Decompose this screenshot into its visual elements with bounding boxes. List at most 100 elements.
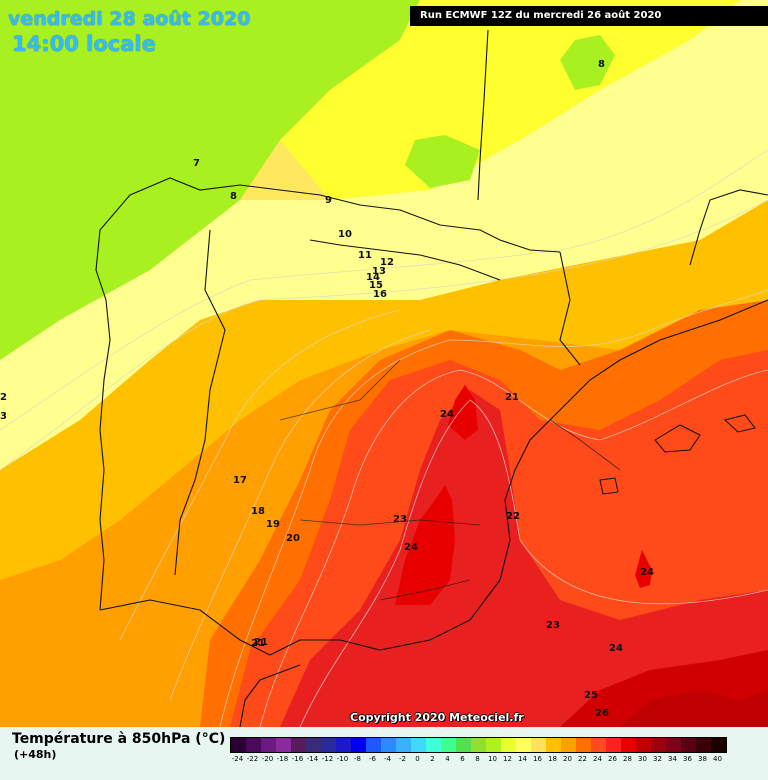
scale-label: -16	[291, 755, 304, 763]
isotherm-label: 12	[380, 257, 394, 268]
scale-label: 6	[460, 755, 465, 763]
scale-swatch	[621, 738, 636, 752]
scale-swatch	[681, 738, 696, 752]
scale-swatch	[426, 738, 441, 752]
isotherm-label: 18	[251, 506, 265, 517]
scale-label: 2	[430, 755, 435, 763]
isotherm-label: 2	[0, 392, 7, 403]
scale-label: -24	[231, 755, 244, 763]
scale-label: 8	[475, 755, 480, 763]
isotherm-label: 24	[440, 409, 454, 420]
scale-label: 0	[415, 755, 420, 763]
isotherm-label: 16	[373, 289, 387, 300]
scale-label: 12	[503, 755, 512, 763]
scale-label: 16	[533, 755, 542, 763]
scale-label: 36	[683, 755, 692, 763]
forecast-date: vendredi 28 août 2020	[8, 8, 251, 30]
scale-swatch	[561, 738, 576, 752]
scale-swatch	[696, 738, 711, 752]
isotherm-label: 13	[372, 266, 386, 277]
scale-label: -8	[354, 755, 361, 763]
scale-swatch	[501, 738, 516, 752]
scale-label: -14	[306, 755, 319, 763]
scale-label: -22	[246, 755, 259, 763]
scale-label: 4	[445, 755, 450, 763]
scale-label: -10	[336, 755, 349, 763]
scale-swatch	[606, 738, 621, 752]
scale-swatch	[261, 738, 276, 752]
scale-swatch	[666, 738, 681, 752]
isotherm-label: 21	[251, 638, 265, 649]
scale-label: 26	[608, 755, 617, 763]
scale-label: -18	[276, 755, 289, 763]
model-run-label: Run ECMWF 12Z du mercredi 26 août 2020	[410, 6, 768, 26]
scale-label: 32	[653, 755, 662, 763]
scale-swatch	[456, 738, 471, 752]
scale-swatch	[516, 738, 531, 752]
scale-label: 22	[578, 755, 587, 763]
scale-swatch	[486, 738, 501, 752]
scale-swatch	[576, 738, 591, 752]
legend-title: Température à 850hPa (°C)	[12, 731, 226, 747]
scale-swatch	[366, 738, 381, 752]
scale-swatch	[291, 738, 306, 752]
scale-swatch	[651, 738, 666, 752]
scale-swatch	[336, 738, 351, 752]
scale-swatch	[396, 738, 411, 752]
scale-label: 20	[563, 755, 572, 763]
isotherm-label: 24	[440, 409, 454, 420]
scale-label: 30	[638, 755, 647, 763]
isotherm-label: 11	[358, 250, 372, 261]
isotherm-label: 24	[609, 643, 623, 654]
isotherm-label: 23	[393, 514, 407, 525]
scale-swatch	[381, 738, 396, 752]
isotherm-label: 10	[338, 229, 352, 240]
scale-label: 34	[668, 755, 677, 763]
isotherm-label: 9	[325, 195, 332, 206]
scale-swatch	[636, 738, 651, 752]
forecast-lead: (+48h)	[14, 748, 57, 761]
isotherm-label: 25	[584, 690, 598, 701]
isotherm-label: 22	[506, 511, 520, 522]
scale-swatch	[546, 738, 561, 752]
isotherm-label: 20	[286, 533, 300, 544]
scale-label: -4	[384, 755, 391, 763]
scale-label: 14	[518, 755, 527, 763]
scale-label: 10	[488, 755, 497, 763]
isotherm-label: 3	[0, 411, 7, 422]
scale-swatch	[276, 738, 291, 752]
isotherm-label: 24	[404, 542, 418, 553]
scale-swatch	[231, 738, 246, 752]
scale-swatch	[246, 738, 261, 752]
isotherm-label: 8	[598, 59, 605, 70]
isotherm-label: 17	[233, 475, 247, 486]
isotherm-label: 7	[193, 158, 200, 169]
isotherm-label: 23	[546, 620, 560, 631]
scale-label: 40	[713, 755, 722, 763]
isotherm-label: 19	[266, 519, 280, 530]
forecast-time: 14:00 locale	[12, 32, 156, 56]
scale-label: -2	[399, 755, 406, 763]
color-scale	[230, 737, 727, 753]
isotherm-label: 14	[366, 272, 380, 283]
scale-swatch	[411, 738, 426, 752]
isotherm-label: 24	[640, 567, 654, 578]
scale-swatch	[591, 738, 606, 752]
scale-label: 38	[698, 755, 707, 763]
isotherm-label: 26	[595, 708, 609, 719]
scale-label: -20	[261, 755, 274, 763]
isotherm-label: 8	[230, 191, 237, 202]
scale-label: 28	[623, 755, 632, 763]
legend-bar: Température à 850hPa (°C) (+48h) -24 -22-…	[0, 727, 768, 780]
scale-label: 24	[593, 755, 602, 763]
scale-swatch	[351, 738, 366, 752]
scale-label: 18	[548, 755, 557, 763]
scale-swatch	[711, 738, 726, 752]
scale-label: -12	[321, 755, 334, 763]
scale-label: -6	[369, 755, 376, 763]
copyright: Copyright 2020 Meteociel.fr	[350, 711, 524, 724]
scale-swatch	[321, 738, 336, 752]
isotherm-label: 21	[254, 637, 268, 648]
scale-swatch	[531, 738, 546, 752]
isotherm-label: 22	[506, 511, 520, 522]
